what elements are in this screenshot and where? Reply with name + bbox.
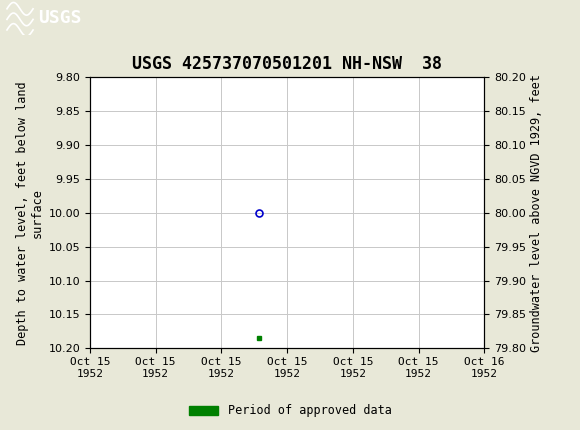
Title: USGS 425737070501201 NH-NSW  38: USGS 425737070501201 NH-NSW 38 bbox=[132, 55, 442, 73]
Text: USGS: USGS bbox=[38, 9, 81, 27]
Y-axis label: Depth to water level, feet below land
surface: Depth to water level, feet below land su… bbox=[16, 81, 44, 345]
Legend: Period of approved data: Period of approved data bbox=[184, 399, 396, 422]
Y-axis label: Groundwater level above NGVD 1929, feet: Groundwater level above NGVD 1929, feet bbox=[530, 74, 543, 352]
